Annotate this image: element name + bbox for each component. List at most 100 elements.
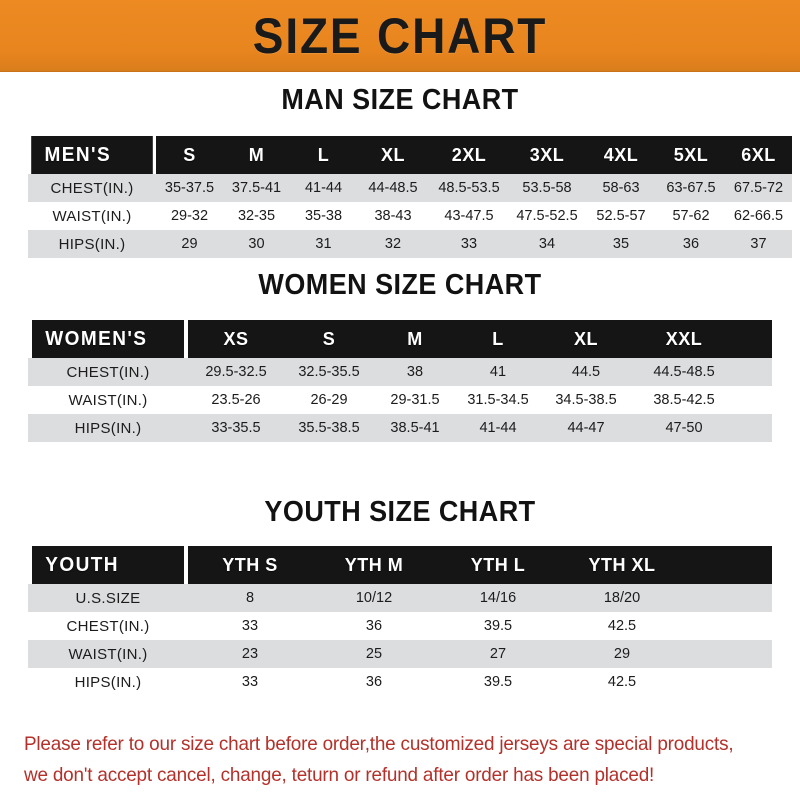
men-hips-1: 30 — [223, 230, 290, 258]
youth-section-title: YOUTH SIZE CHART — [264, 496, 536, 528]
women-waist-2: 29-31.5 — [374, 386, 456, 414]
youth-hips-3: 42.5 — [560, 668, 684, 696]
youth-hips-0: 33 — [188, 668, 312, 696]
youth-ussize-2: 14/16 — [436, 584, 560, 612]
youth-row-label-waist: WAIST(IN.) — [28, 640, 188, 668]
women-chest-2: 38 — [374, 358, 456, 386]
youth-size-col-2: YTH L — [436, 546, 560, 584]
men-header-label: MEN'S — [31, 136, 153, 174]
men-size-col-3: XL — [357, 136, 429, 174]
page-title: SIZE CHART — [252, 7, 548, 64]
women-row-label-chest: CHEST(IN.) — [28, 358, 188, 386]
men-chest-4: 48.5-53.5 — [429, 174, 509, 202]
men-hips-6: 35 — [585, 230, 657, 258]
men-hips-5: 34 — [509, 230, 585, 258]
women-size-col-6 — [736, 320, 772, 358]
men-chest-0: 35-37.5 — [156, 174, 223, 202]
women-hips-0: 33-35.5 — [188, 414, 284, 442]
youth-hips-4 — [684, 668, 772, 696]
men-waist-6: 52.5-57 — [585, 202, 657, 230]
youth-chest-4 — [684, 612, 772, 640]
youth-waist-1: 25 — [312, 640, 436, 668]
men-chest-7: 63-67.5 — [657, 174, 725, 202]
youth-waist-4 — [684, 640, 772, 668]
men-hips-0: 29 — [156, 230, 223, 258]
women-header-label: WOMEN'S — [32, 320, 184, 358]
youth-ussize-3: 18/20 — [560, 584, 684, 612]
youth-ussize-1: 10/12 — [312, 584, 436, 612]
table-row: HIPS(IN.) 29 30 31 32 33 34 35 36 37 — [28, 230, 792, 258]
men-row-label-waist: WAIST(IN.) — [28, 202, 156, 230]
women-row-label-waist: WAIST(IN.) — [28, 386, 188, 414]
youth-size-table: YOUTH YTH S YTH M YTH L YTH XL U.S.SIZE … — [28, 546, 772, 696]
men-waist-4: 43-47.5 — [429, 202, 509, 230]
men-size-col-5: 3XL — [509, 136, 585, 174]
men-waist-2: 35-38 — [290, 202, 357, 230]
women-chest-3: 41 — [456, 358, 540, 386]
youth-chest-1: 36 — [312, 612, 436, 640]
men-chest-2: 41-44 — [290, 174, 357, 202]
table-row: U.S.SIZE 8 10/12 14/16 18/20 — [28, 584, 772, 612]
women-chest-4: 44.5 — [540, 358, 632, 386]
men-size-col-2: L — [290, 136, 357, 174]
men-size-col-8: 6XL — [725, 136, 792, 174]
table-row: HIPS(IN.) 33 36 39.5 42.5 — [28, 668, 772, 696]
men-waist-1: 32-35 — [223, 202, 290, 230]
men-chest-6: 58-63 — [585, 174, 657, 202]
men-table-header-row: MEN'S S M L XL 2XL 3XL 4XL 5XL 6XL — [28, 136, 792, 174]
men-waist-0: 29-32 — [156, 202, 223, 230]
women-waist-5: 38.5-42.5 — [632, 386, 736, 414]
men-chest-3: 44-48.5 — [357, 174, 429, 202]
table-row: CHEST(IN.) 29.5-32.5 32.5-35.5 38 41 44.… — [28, 358, 772, 386]
women-table-header-row: WOMEN'S XS S M L XL XXL — [28, 320, 772, 358]
men-waist-3: 38-43 — [357, 202, 429, 230]
women-waist-4: 34.5-38.5 — [540, 386, 632, 414]
women-size-col-1: S — [284, 320, 374, 358]
women-hips-3: 41-44 — [456, 414, 540, 442]
men-waist-8: 62-66.5 — [725, 202, 792, 230]
table-row: WAIST(IN.) 23 25 27 29 — [28, 640, 772, 668]
women-size-col-5: XXL — [632, 320, 736, 358]
youth-chest-3: 42.5 — [560, 612, 684, 640]
men-size-col-7: 5XL — [657, 136, 725, 174]
men-size-col-0: S — [156, 136, 223, 174]
men-hips-4: 33 — [429, 230, 509, 258]
women-hips-2: 38.5-41 — [374, 414, 456, 442]
youth-header-label: YOUTH — [32, 546, 184, 584]
men-hips-3: 32 — [357, 230, 429, 258]
men-chest-5: 53.5-58 — [509, 174, 585, 202]
youth-waist-2: 27 — [436, 640, 560, 668]
youth-ussize-0: 8 — [188, 584, 312, 612]
youth-ussize-4 — [684, 584, 772, 612]
women-section-title: WOMEN SIZE CHART — [258, 269, 542, 301]
women-size-table: WOMEN'S XS S M L XL XXL CHEST(IN.) 29.5-… — [28, 320, 772, 442]
men-hips-7: 36 — [657, 230, 725, 258]
women-waist-6 — [736, 386, 772, 414]
youth-waist-0: 23 — [188, 640, 312, 668]
women-waist-0: 23.5-26 — [188, 386, 284, 414]
men-chest-1: 37.5-41 — [223, 174, 290, 202]
women-size-col-0: XS — [188, 320, 284, 358]
youth-chest-0: 33 — [188, 612, 312, 640]
footer-disclaimer: Please refer to our size chart before or… — [24, 729, 757, 791]
youth-waist-3: 29 — [560, 640, 684, 668]
youth-size-col-4 — [684, 546, 772, 584]
men-hips-8: 37 — [725, 230, 792, 258]
men-row-label-chest: CHEST(IN.) — [28, 174, 156, 202]
youth-size-col-0: YTH S — [188, 546, 312, 584]
man-section-title: MAN SIZE CHART — [281, 84, 519, 116]
page-banner: SIZE CHART — [0, 0, 800, 72]
youth-hips-1: 36 — [312, 668, 436, 696]
women-size-col-4: XL — [540, 320, 632, 358]
women-hips-6 — [736, 414, 772, 442]
youth-size-col-3: YTH XL — [560, 546, 684, 584]
table-row: CHEST(IN.) 35-37.5 37.5-41 41-44 44-48.5… — [28, 174, 792, 202]
men-size-col-1: M — [223, 136, 290, 174]
table-row: CHEST(IN.) 33 36 39.5 42.5 — [28, 612, 772, 640]
youth-table-header-row: YOUTH YTH S YTH M YTH L YTH XL — [28, 546, 772, 584]
youth-chest-2: 39.5 — [436, 612, 560, 640]
women-chest-1: 32.5-35.5 — [284, 358, 374, 386]
men-waist-5: 47.5-52.5 — [509, 202, 585, 230]
women-waist-1: 26-29 — [284, 386, 374, 414]
